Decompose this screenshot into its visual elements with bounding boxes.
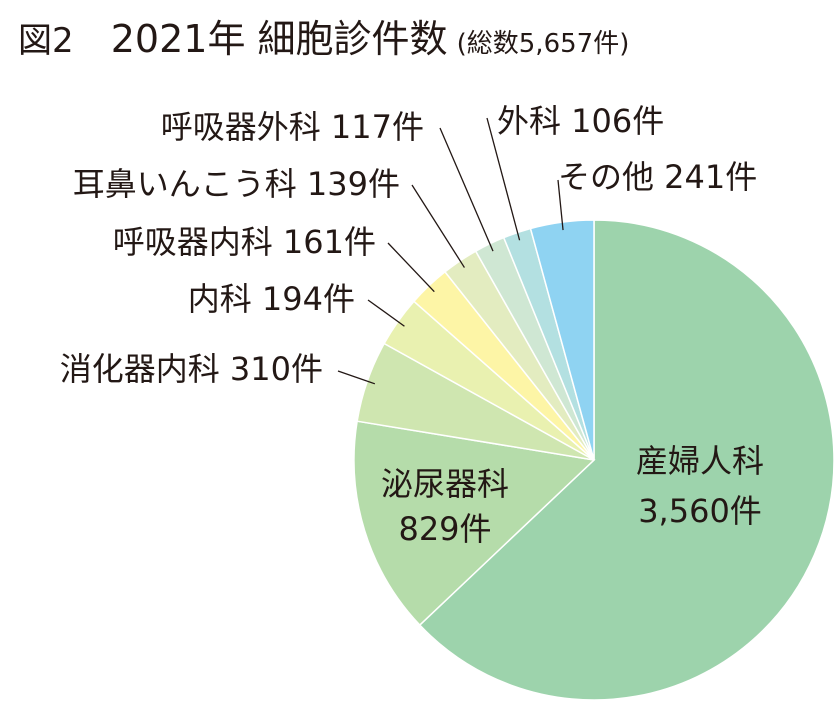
pie-slice-2 [353, 420, 596, 627]
title-total: (総数5,657件) [456, 29, 630, 59]
label-slice-8: 外科 106件 [497, 102, 664, 140]
label-slice-5: 呼吸器内科 161件 [113, 223, 376, 261]
title-main: 2021年 細胞診件数 [110, 17, 448, 61]
leader-line-slice-7 [439, 127, 494, 252]
leader-line-slice-8 [486, 117, 521, 241]
label-slice-3: 消化器内科 310件 [60, 350, 323, 388]
leader-line-slice-5 [387, 242, 435, 293]
label-slice-2: 泌尿器科 [381, 465, 509, 503]
label-slice-6: 耳鼻いんこう科 139件 [73, 165, 400, 203]
label-slice-4: 内科 194件 [188, 280, 355, 318]
chart-title: 図2 2021年 細胞診件数 (総数5,657件) [18, 8, 629, 63]
label-slice-7: 呼吸器外科 117件 [161, 108, 424, 146]
leader-line-slice-9 [557, 179, 564, 231]
label-slice-9: その他 241件 [558, 158, 757, 196]
pie-slice-1 [418, 219, 835, 701]
value-label-slice-2: 829件 [398, 510, 491, 548]
figure-label: 図2 [18, 21, 74, 61]
leader-line-slice-4 [367, 299, 405, 327]
leader-line-slice-6 [411, 184, 465, 268]
leader-line-slice-3 [337, 370, 376, 385]
label-slice-1: 産婦人科 [636, 442, 764, 480]
value-label-slice-1: 3,560件 [638, 492, 762, 530]
